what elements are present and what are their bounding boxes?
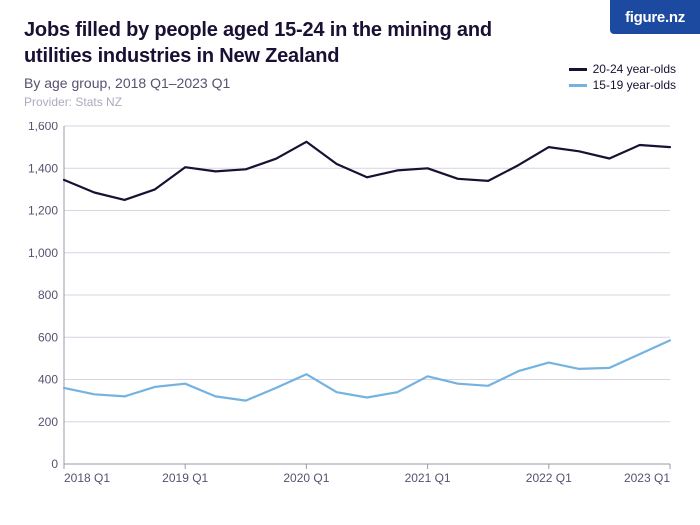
svg-text:2018 Q1: 2018 Q1 bbox=[64, 471, 110, 485]
legend: 20-24 year-olds 15-19 year-olds bbox=[569, 62, 676, 94]
svg-text:1,200: 1,200 bbox=[28, 204, 58, 218]
chart-title: Jobs filled by people aged 15-24 in the … bbox=[24, 18, 524, 69]
chart-subtitle: By age group, 2018 Q1–2023 Q1 bbox=[24, 75, 524, 91]
svg-text:2019 Q1: 2019 Q1 bbox=[162, 471, 208, 485]
logo-text: figure.nz bbox=[625, 9, 685, 26]
svg-text:600: 600 bbox=[38, 330, 58, 344]
svg-text:0: 0 bbox=[51, 457, 58, 471]
legend-item: 20-24 year-olds bbox=[569, 62, 676, 76]
legend-item: 15-19 year-olds bbox=[569, 78, 676, 92]
chart-provider: Provider: Stats NZ bbox=[24, 95, 524, 109]
svg-text:2023 Q1: 2023 Q1 bbox=[624, 471, 670, 485]
legend-swatch bbox=[569, 68, 587, 71]
svg-text:400: 400 bbox=[38, 373, 58, 387]
line-chart-svg: 0 200 400 600 800 1,000 1,200 1,400 1,600 2018 Q1… bbox=[24, 122, 674, 492]
legend-swatch bbox=[569, 84, 587, 87]
svg-text:1,600: 1,600 bbox=[28, 122, 58, 133]
chart-container: figure.nz Jobs filled by people aged 15-… bbox=[0, 0, 700, 525]
svg-text:2022 Q1: 2022 Q1 bbox=[526, 471, 572, 485]
legend-label: 15-19 year-olds bbox=[593, 78, 676, 92]
plot-area: 0 200 400 600 800 1,000 1,200 1,400 1,600 2018 Q1… bbox=[24, 122, 674, 492]
header-block: Jobs filled by people aged 15-24 in the … bbox=[24, 18, 524, 109]
svg-text:1,000: 1,000 bbox=[28, 246, 58, 260]
svg-text:800: 800 bbox=[38, 288, 58, 302]
svg-text:2020 Q1: 2020 Q1 bbox=[283, 471, 329, 485]
legend-label: 20-24 year-olds bbox=[593, 62, 676, 76]
figure-nz-logo: figure.nz bbox=[610, 0, 700, 34]
svg-text:1,400: 1,400 bbox=[28, 161, 58, 175]
svg-text:200: 200 bbox=[38, 415, 58, 429]
svg-text:2021 Q1: 2021 Q1 bbox=[405, 471, 451, 485]
